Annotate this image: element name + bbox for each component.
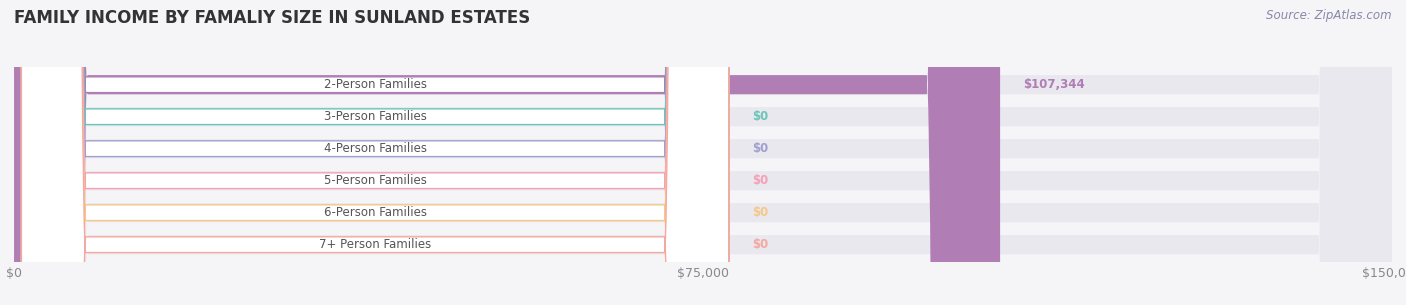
FancyBboxPatch shape bbox=[14, 0, 1392, 305]
Text: $0: $0 bbox=[752, 110, 768, 123]
Text: $0: $0 bbox=[752, 206, 768, 219]
Text: $0: $0 bbox=[752, 142, 768, 155]
Text: 5-Person Families: 5-Person Families bbox=[323, 174, 426, 187]
FancyBboxPatch shape bbox=[14, 0, 1392, 305]
Text: 3-Person Families: 3-Person Families bbox=[323, 110, 426, 123]
FancyBboxPatch shape bbox=[14, 0, 1392, 305]
FancyBboxPatch shape bbox=[14, 0, 1000, 305]
Text: Source: ZipAtlas.com: Source: ZipAtlas.com bbox=[1267, 9, 1392, 22]
Text: 4-Person Families: 4-Person Families bbox=[323, 142, 426, 155]
FancyBboxPatch shape bbox=[21, 0, 728, 305]
Text: $0: $0 bbox=[752, 238, 768, 251]
FancyBboxPatch shape bbox=[14, 0, 1392, 305]
FancyBboxPatch shape bbox=[14, 0, 1392, 305]
FancyBboxPatch shape bbox=[21, 0, 728, 305]
FancyBboxPatch shape bbox=[21, 0, 728, 305]
FancyBboxPatch shape bbox=[21, 0, 728, 305]
Text: $0: $0 bbox=[752, 174, 768, 187]
Text: 6-Person Families: 6-Person Families bbox=[323, 206, 426, 219]
Text: 2-Person Families: 2-Person Families bbox=[323, 78, 426, 91]
FancyBboxPatch shape bbox=[14, 0, 1392, 305]
Text: FAMILY INCOME BY FAMALIY SIZE IN SUNLAND ESTATES: FAMILY INCOME BY FAMALIY SIZE IN SUNLAND… bbox=[14, 9, 530, 27]
FancyBboxPatch shape bbox=[21, 0, 728, 305]
Text: 7+ Person Families: 7+ Person Families bbox=[319, 238, 432, 251]
FancyBboxPatch shape bbox=[21, 0, 728, 305]
Text: $107,344: $107,344 bbox=[1024, 78, 1085, 91]
